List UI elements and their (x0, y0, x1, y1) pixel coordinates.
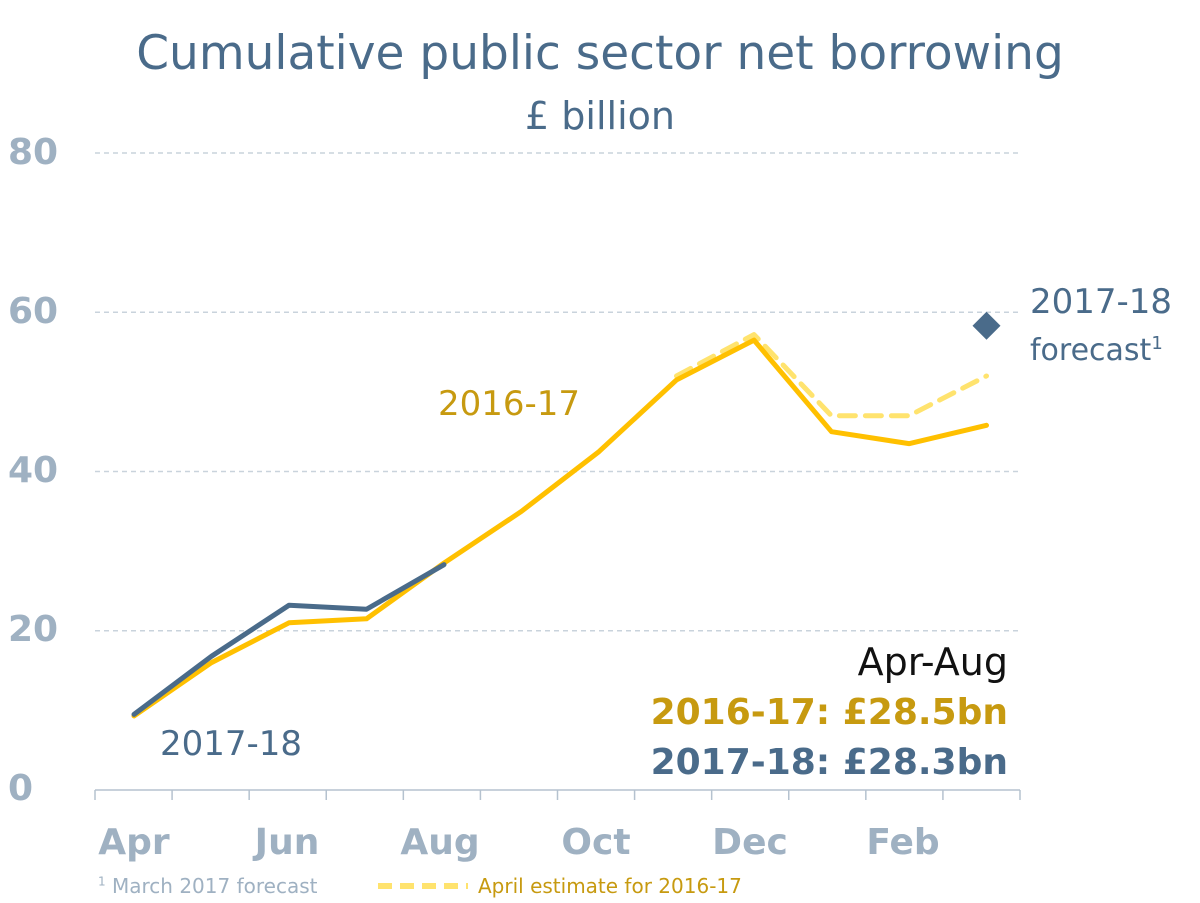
y-tick-label: 0 (8, 768, 34, 809)
series-label-2016-17: 2016-17 (438, 384, 581, 424)
x-tick-label: Jun (254, 822, 320, 863)
y-tick-label: 60 (8, 291, 59, 332)
x-tick-label: Apr (98, 822, 170, 863)
series-line-2016-17 (131, 337, 989, 719)
legend-estimate-label: April estimate for 2016-17 (478, 874, 742, 898)
series-line-april-estimate-for-2016-17 (674, 332, 989, 419)
x-tick-label: Aug (400, 822, 480, 863)
y-tick-label: 80 (8, 132, 59, 173)
forecast-point-marker (972, 311, 1001, 340)
x-tick-label: Feb (866, 822, 940, 863)
x-tick-label: Dec (712, 822, 788, 863)
y-tick-label: 20 (8, 609, 59, 650)
footnote-marker: 1 (98, 874, 106, 889)
summary-title: Apr-Aug (857, 640, 1008, 684)
series-label-2017-18: 2017-18 (160, 724, 303, 764)
forecast-label-year: 2017-18 (1030, 282, 1173, 322)
chart-subtitle: £ billion (525, 94, 675, 138)
footnote: 1 March 2017 forecast (98, 874, 317, 898)
x-tick-label: Oct (561, 822, 631, 863)
y-tick-label: 40 (8, 450, 59, 491)
chart-title: Cumulative public sector net borrowing (136, 26, 1064, 81)
forecast-label: forecast1 (1030, 333, 1163, 368)
summary-2016-17: 2016-17: £28.5bn (650, 692, 1008, 733)
forecast-footnote-marker: 1 (1151, 333, 1163, 354)
forecast-label-text: forecast (1030, 333, 1152, 368)
footnote-text: March 2017 forecast (112, 874, 318, 898)
series-line-2017-18 (131, 562, 447, 717)
summary-2017-18: 2017-18: £28.3bn (650, 742, 1008, 783)
